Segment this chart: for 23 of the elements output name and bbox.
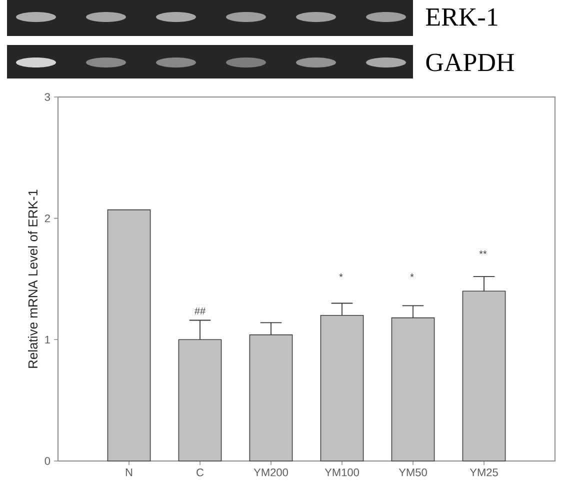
x-tick-label: YM100	[324, 468, 359, 476]
y-tick-label: 2	[44, 214, 50, 222]
text: ERK-1	[426, 8, 498, 26]
text: GAPDH	[426, 54, 514, 72]
bar	[178, 339, 222, 462]
bar	[391, 317, 435, 462]
x-tick-label: YM200	[254, 468, 288, 476]
bar	[107, 209, 151, 462]
y-axis-title: Relative mRNA Level of ERK-1	[28, 190, 38, 368]
annotation: *	[339, 274, 343, 278]
bar	[320, 314, 364, 462]
x-tick-label: N	[126, 468, 132, 476]
y-tick-label: 0	[44, 457, 50, 465]
x-tick-label: YM50	[398, 468, 427, 476]
y-tick-label: 1	[45, 336, 50, 344]
x-tick-label: YM25	[470, 468, 498, 476]
bar	[462, 290, 506, 462]
annotation: *	[410, 274, 414, 278]
bar	[249, 334, 293, 462]
annotation: **	[479, 250, 487, 254]
x-tick-label: C	[196, 468, 204, 476]
annotation: ##	[194, 308, 206, 314]
y-tick-label: 3	[44, 93, 50, 101]
